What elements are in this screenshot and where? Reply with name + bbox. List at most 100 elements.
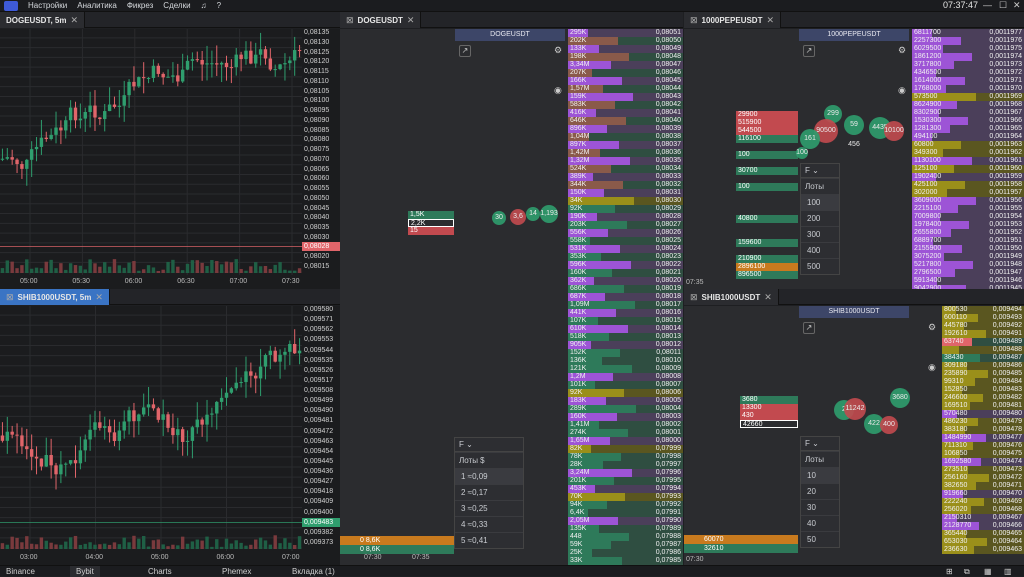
order-book[interactable]: 6811700 0,0011977 2257300 0,0011976 6029500 0… — [912, 29, 1024, 289]
order-book-row[interactable]: 897K 0,08037 — [568, 141, 683, 149]
order-book-row[interactable]: 135K 0,07989 — [568, 525, 683, 533]
order-book-row[interactable]: 383180 0,009478 — [942, 426, 1024, 434]
order-book-row[interactable]: 6889700 0,0011951 — [912, 237, 1024, 245]
doge-candle-chart[interactable]: 0,08135 0,08130 0,08125 0,08120 0,08115 0,081… — [0, 29, 340, 289]
order-book-row[interactable]: 125100 0,0011960 — [912, 165, 1024, 173]
chart-link-icon[interactable]: ↗ — [803, 322, 815, 334]
eye-icon[interactable]: ◉ — [928, 362, 936, 372]
order-book-row[interactable]: 63740 0,009489 — [942, 338, 1024, 346]
order-book-row[interactable]: 33K 0,07985 — [568, 557, 683, 565]
order-book-row[interactable]: 382650 0,009471 — [942, 482, 1024, 490]
order-book-row[interactable]: 1,04M 0,08038 — [568, 133, 683, 141]
order-book-row[interactable]: 295K 0,08051 — [568, 29, 683, 37]
lot-option[interactable]: 2 ≈0,17 — [455, 484, 523, 500]
order-book-row[interactable]: 1692580 0,009474 — [942, 458, 1024, 466]
window-icon[interactable]: ⧉ — [964, 567, 970, 576]
order-book-row[interactable]: 38430 0,009487 — [942, 354, 1024, 362]
order-book-row[interactable]: 2,05M 0,07990 — [568, 517, 683, 525]
order-book-row[interactable]: 573500 0,0011969 — [912, 93, 1024, 101]
menu-fixes[interactable]: Фикрез — [126, 1, 154, 10]
order-book-row[interactable]: 150K 0,08031 — [568, 189, 683, 197]
lot-option[interactable]: 10 — [801, 467, 839, 483]
lot-option[interactable]: 300 — [801, 226, 839, 242]
expand-icon[interactable]: ⊠ — [346, 14, 354, 25]
order-book-row[interactable]: 6811700 0,0011977 — [912, 29, 1024, 37]
order-book-row[interactable]: 1484990 0,009477 — [942, 434, 1024, 442]
order-book-row[interactable]: 1,2M 0,08008 — [568, 373, 683, 381]
order-book-row[interactable]: 524K 0,08034 — [568, 165, 683, 173]
order-book-row[interactable]: 152K 0,08011 — [568, 349, 683, 357]
order-book-row[interactable]: 600110 0,009493 — [942, 314, 1024, 322]
order-book-row[interactable]: 686K 0,08019 — [568, 285, 683, 293]
level-marker[interactable]: 100 — [736, 151, 798, 159]
order-book-row[interactable]: 905K 0,08012 — [568, 341, 683, 349]
order-book-row[interactable]: 596K 0,08022 — [568, 261, 683, 269]
order-book-row[interactable]: 166K 0,08045 — [568, 77, 683, 85]
order-book[interactable]: 800530 0,009494 600110 0,009493 445780 0,0094… — [942, 306, 1024, 554]
order-book-row[interactable]: 121K 0,08009 — [568, 365, 683, 373]
order-book-row[interactable]: 919660 0,009470 — [942, 490, 1024, 498]
order-book-row[interactable]: 274K 0,08001 — [568, 429, 683, 437]
order-book-row[interactable]: 159K 0,08043 — [568, 93, 683, 101]
order-book-row[interactable]: 78K 0,07998 — [568, 453, 683, 461]
level-marker[interactable]: 40800 — [736, 215, 798, 223]
order-book-row[interactable]: 3075200 0,0011949 — [912, 253, 1024, 261]
minimize-icon[interactable]: — — [983, 0, 992, 10]
order-book-row[interactable]: 1,09M 0,08017 — [568, 301, 683, 309]
order-book-row[interactable]: 6,4K 0,07991 — [568, 509, 683, 517]
lot-option[interactable]: 500 — [801, 258, 839, 274]
order-book-row[interactable]: 531K 0,08024 — [568, 245, 683, 253]
lot-option[interactable]: 1 ≈0,09 — [455, 468, 523, 484]
order-book-row[interactable]: 494100 0,0011964 — [912, 133, 1024, 141]
close-window-icon[interactable]: ✕ — [1013, 0, 1021, 10]
filter-panel[interactable]: F ⌄ Лоты 10 20 30 40 50 — [800, 436, 840, 548]
chart-link-icon[interactable]: ↗ — [803, 45, 815, 57]
order-book-row[interactable]: 1,57M 0,08044 — [568, 85, 683, 93]
order-book-row[interactable]: 425100 0,0011958 — [912, 181, 1024, 189]
grid-icon[interactable]: ▦ — [984, 567, 992, 576]
order-book-row[interactable]: 169510 0,009481 — [942, 402, 1024, 410]
level-marker[interactable]: 30700 — [736, 167, 798, 175]
filter-panel[interactable]: F ⌄ Лоты 100 200 300 400 500 — [800, 163, 840, 275]
lot-option[interactable]: 30 — [801, 499, 839, 515]
order-book-row[interactable]: 2128770 0,009466 — [942, 522, 1024, 530]
order-book-row[interactable]: 453K 0,07994 — [568, 485, 683, 493]
level-marker[interactable]: 1,5K — [408, 211, 454, 219]
tab-doge-dom[interactable]: ⊠ DOGEUSDT ✕ — [340, 12, 422, 28]
level-marker[interactable]: 430 — [740, 412, 798, 420]
order-book-row[interactable]: 236630 0,009463 — [942, 546, 1024, 554]
order-book-row[interactable]: 70K 0,07993 — [568, 493, 683, 501]
level-marker[interactable]: 515900 — [736, 119, 798, 127]
order-book-row[interactable]: 3609000 0,0011956 — [912, 197, 1024, 205]
expand-icon[interactable]: ⊠ — [6, 291, 14, 302]
filter-select[interactable]: F ⌄ — [801, 437, 839, 451]
order-book-row[interactable]: 183K 0,08005 — [568, 397, 683, 405]
order-book-row[interactable]: 1130100 0,0011961 — [912, 157, 1024, 165]
mute-icon[interactable]: ♫ — [200, 1, 207, 10]
bottom-tab-binance[interactable]: Binance — [6, 567, 35, 576]
filter-panel[interactable]: F ⌄ Лоты $1 ≈0,09 2 ≈0,17 3 ≈0,25 4 ≈0,33 5 ≈… — [454, 437, 524, 549]
order-book-row[interactable]: 94K 0,07992 — [568, 501, 683, 509]
lot-option[interactable]: 200 — [801, 210, 839, 226]
candles-plot[interactable] — [0, 306, 302, 565]
settings-icon[interactable]: ⚙ — [928, 322, 937, 332]
order-book-row[interactable]: 160K 0,08003 — [568, 413, 683, 421]
order-book-row[interactable]: 9042900 0,0011945 — [912, 285, 1024, 289]
lot-option[interactable]: 100 — [801, 194, 839, 210]
close-icon[interactable]: ✕ — [70, 14, 79, 25]
order-book-row[interactable]: 556K 0,08026 — [568, 229, 683, 237]
order-book-row[interactable]: 349300 0,0011962 — [912, 149, 1024, 157]
order-book-row[interactable]: 192610 0,009491 — [942, 330, 1024, 338]
order-book-row[interactable]: 445780 0,009492 — [942, 322, 1024, 330]
order-book-row[interactable]: 99310 0,009484 — [942, 378, 1024, 386]
order-book-row[interactable]: 2215100 0,0011955 — [912, 205, 1024, 213]
lot-option[interactable]: 5 ≈0,41 — [455, 532, 523, 548]
order-book-row[interactable]: 133K 0,08049 — [568, 45, 683, 53]
order-book-row[interactable]: 235890 0,009485 — [942, 370, 1024, 378]
order-book-row[interactable]: 448 0,07988 — [568, 533, 683, 541]
order-book-row[interactable]: 1,65M 0,08000 — [568, 437, 683, 445]
order-book-row[interactable]: 101K 0,08007 — [568, 381, 683, 389]
order-book-row[interactable]: 203K 0,08027 — [568, 221, 683, 229]
order-book-row[interactable]: 60800 0,0011963 — [912, 141, 1024, 149]
order-book-row[interactable]: 0,009488 — [942, 346, 1024, 354]
